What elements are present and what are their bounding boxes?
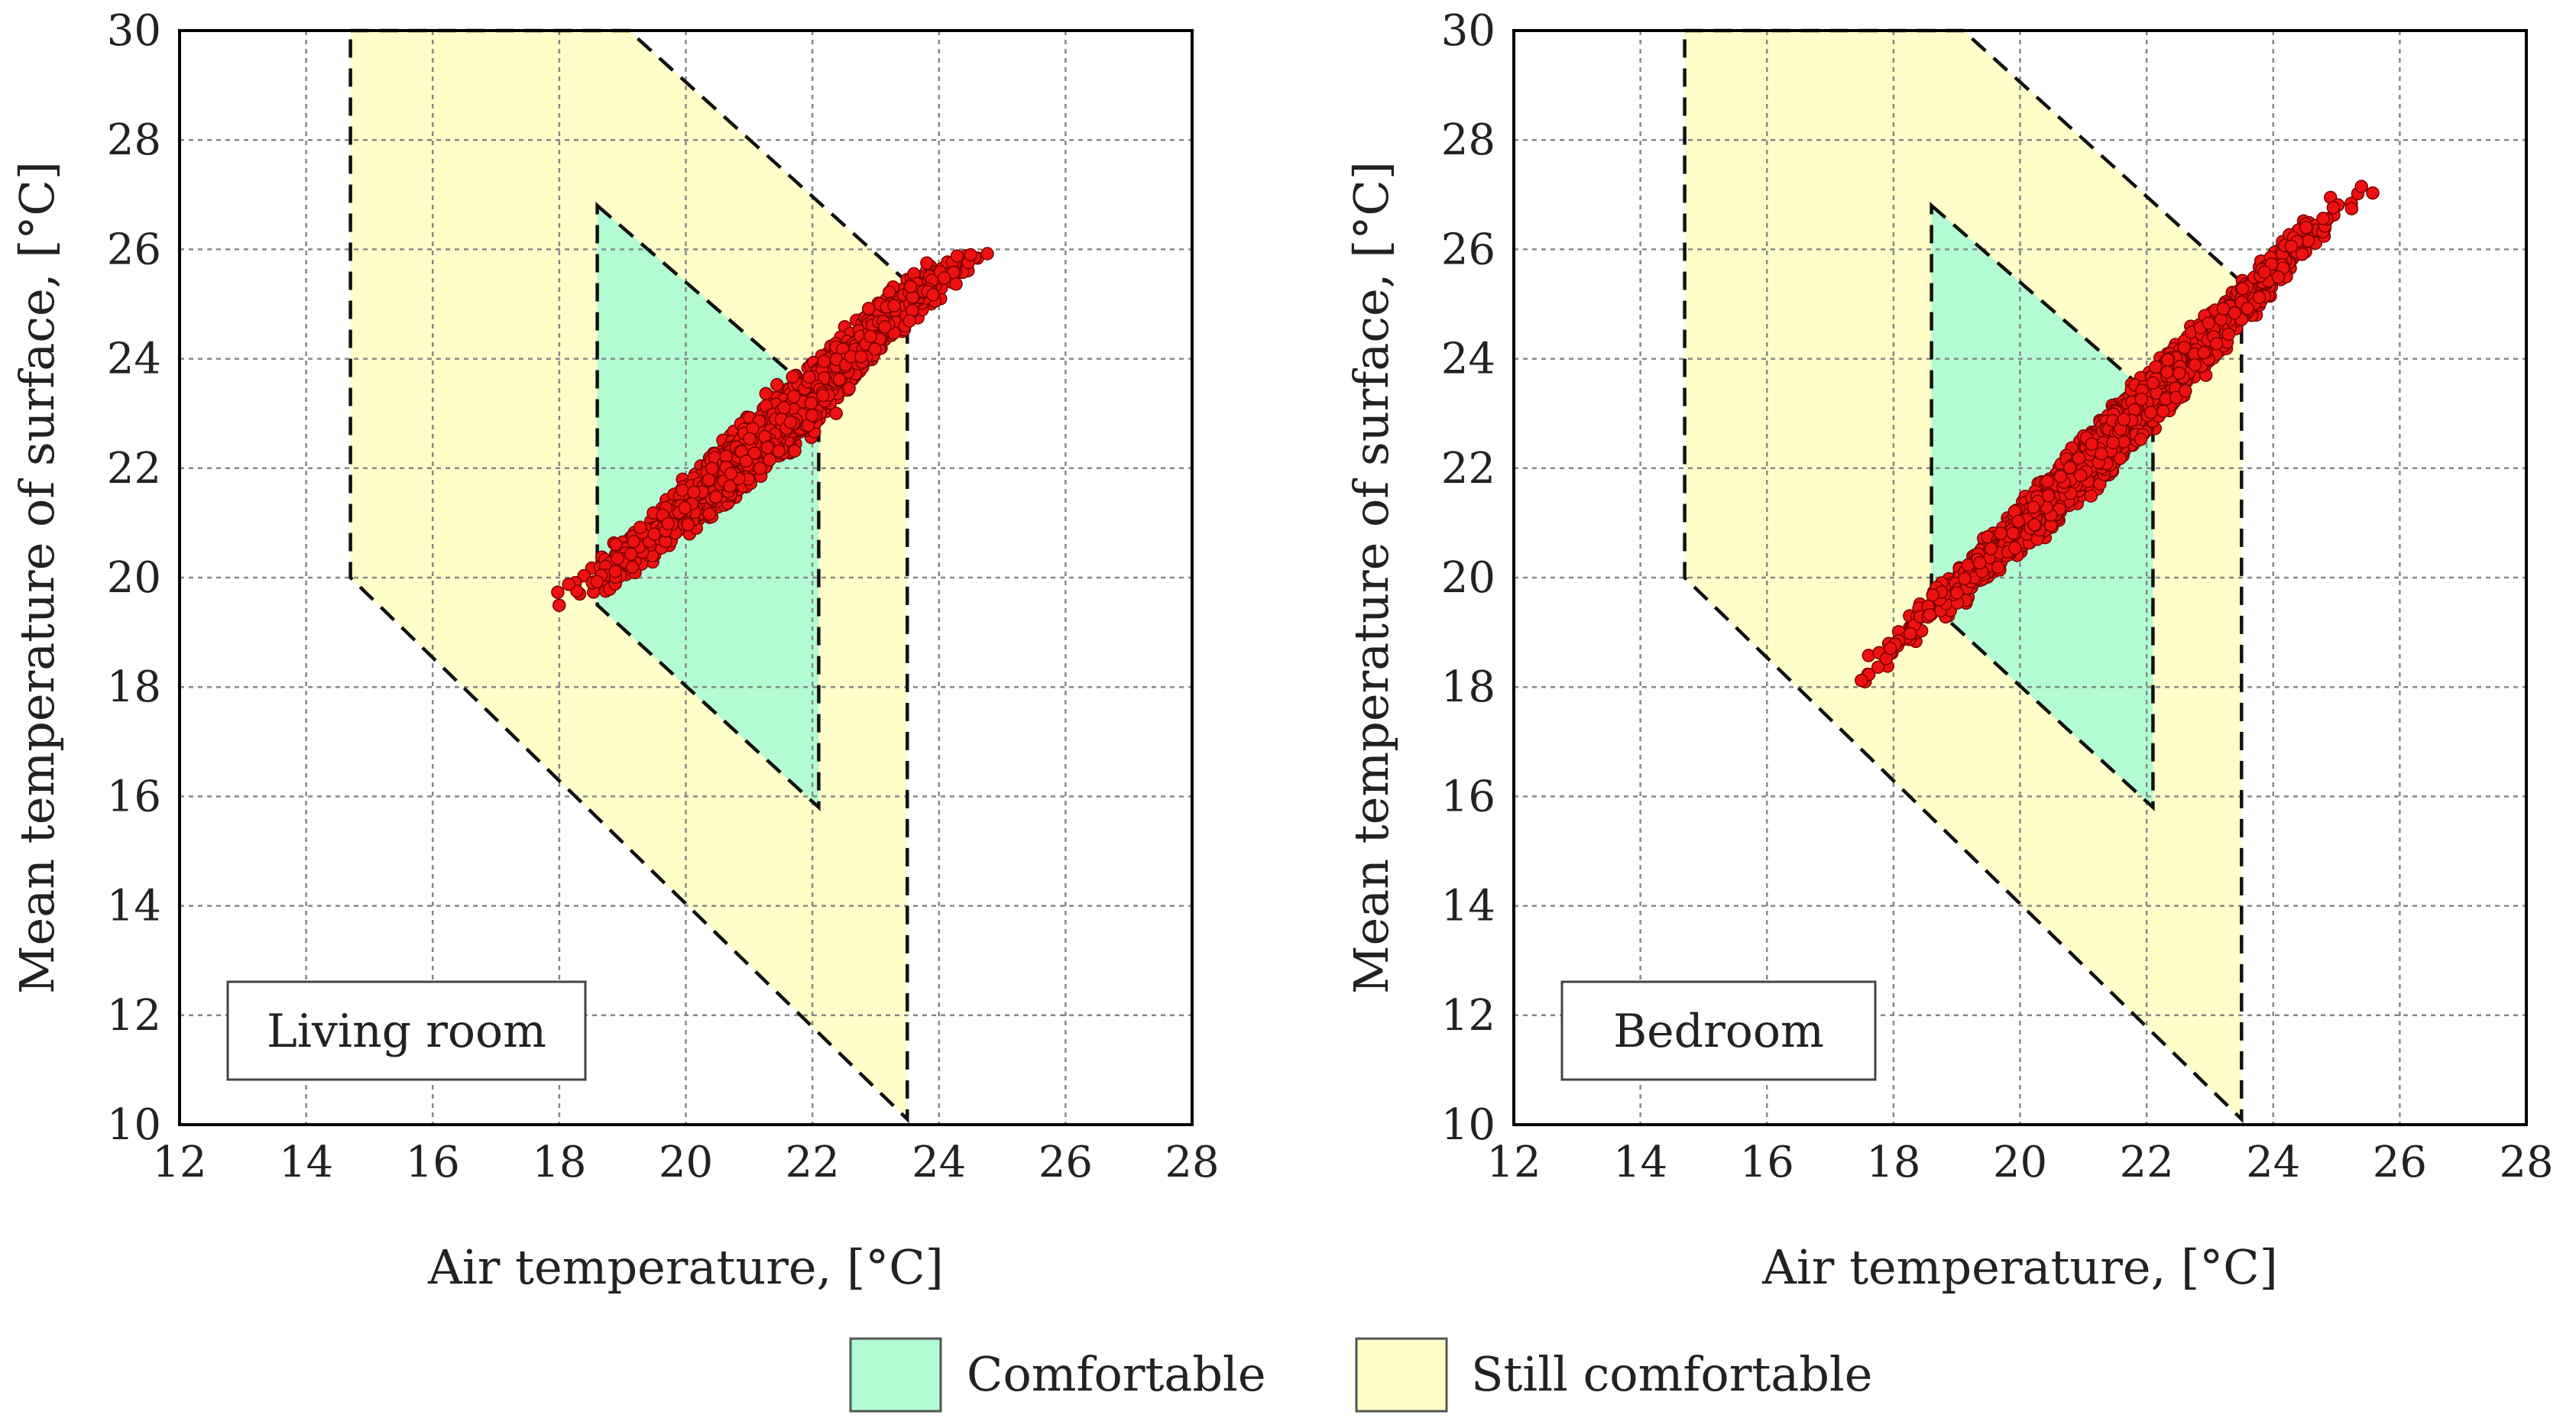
data-point [817,355,831,368]
data-point [804,396,818,410]
data-point [2084,489,2098,503]
x-axis-label: Air temperature, [°C] [427,1239,944,1295]
data-point [802,370,816,384]
y-tick-label: 18 [107,662,161,712]
data-point [702,473,716,487]
data-point [816,388,830,403]
data-point [624,547,638,562]
data-point [878,320,892,334]
data-point [753,461,767,475]
data-point [937,271,951,285]
y-tick-label: 16 [107,772,161,821]
living-room-panel: 12 14 16 18 20 22 24 26 28 10 12 14 16 18 20 22 24 26 28 3… [9,6,1220,1295]
x-tick-label: 20 [659,1138,713,1187]
x-tick-label: 28 [1165,1138,1219,1187]
data-point [2344,202,2359,215]
data-point [864,329,877,344]
y-tick-labels: 10 12 14 16 18 20 22 24 26 28 30 [107,6,161,1150]
data-point [759,387,773,400]
data-point [625,560,640,575]
data-point [760,441,775,455]
y-tick-label: 24 [107,335,161,384]
still-comfortable-outline [348,28,909,1124]
y-tick-label: 20 [107,553,161,603]
y-axis-label: Mean temperature of surface, [°C] [9,161,65,994]
data-point [609,537,623,552]
x-tick-label: 22 [785,1138,839,1187]
data-point [902,314,917,328]
data-point [724,467,738,481]
data-point [772,444,786,458]
data-point [832,372,847,387]
bedroom-panel: 12 14 16 18 20 22 24 26 28 101214161820222426283… [1343,6,2554,1295]
data-point [854,350,868,364]
data-point [868,342,882,356]
data-point [787,390,801,403]
data-point [705,461,719,475]
x-tick-label: 24 [912,1138,966,1187]
data-point [633,520,647,535]
panel-label: Living room [267,1005,546,1058]
y-tick-label: 12 [107,991,161,1041]
data-point [739,454,753,468]
data-point [709,490,723,504]
y-tick-label: 30 [107,6,161,56]
data-point [2316,212,2330,225]
x-tick-label: 26 [1039,1138,1093,1187]
data-point [887,299,901,312]
y-tick-label: 14 [107,882,161,931]
data-point [743,432,757,445]
data-point [611,552,625,565]
y-tick-label: 10 [107,1100,161,1150]
data-point [2326,200,2341,215]
data-point [777,400,791,415]
x-tick-label: 18 [532,1138,586,1187]
data-point [562,578,575,591]
y-tick-label: 22 [107,444,161,494]
data-point [770,377,784,392]
data-point [926,288,940,302]
data-point [647,527,661,542]
data-point [920,256,934,270]
y-tick-label: 26 [107,225,161,274]
data-point [702,507,716,521]
data-point [842,381,856,395]
data-point [551,585,565,599]
data-point [788,444,802,458]
data-point [2366,186,2380,200]
data-point [687,485,701,500]
data-point [950,249,964,263]
data-point [2301,234,2315,248]
data-point [608,565,622,578]
data-point [964,248,977,262]
data-point [590,575,604,588]
data-point [681,518,695,532]
region-outlines [348,28,909,1124]
data-points [551,247,994,612]
x-tick-label: 14 [279,1138,333,1187]
data-point [676,483,689,497]
x-tick-label: 16 [406,1138,460,1187]
data-point [949,277,963,291]
data-point [882,285,896,300]
data-point [980,247,994,261]
data-point [805,409,819,423]
data-point [552,598,566,612]
data-point [661,516,676,531]
data-point [786,370,799,384]
data-point [678,501,692,515]
data-point [903,280,918,293]
data-point [783,415,798,429]
x-tick-labels: 12 14 16 18 20 22 24 26 28 [152,1138,1219,1187]
comfortable-outline [595,202,821,811]
data-point [862,301,876,316]
y-tick-label: 28 [107,115,161,165]
